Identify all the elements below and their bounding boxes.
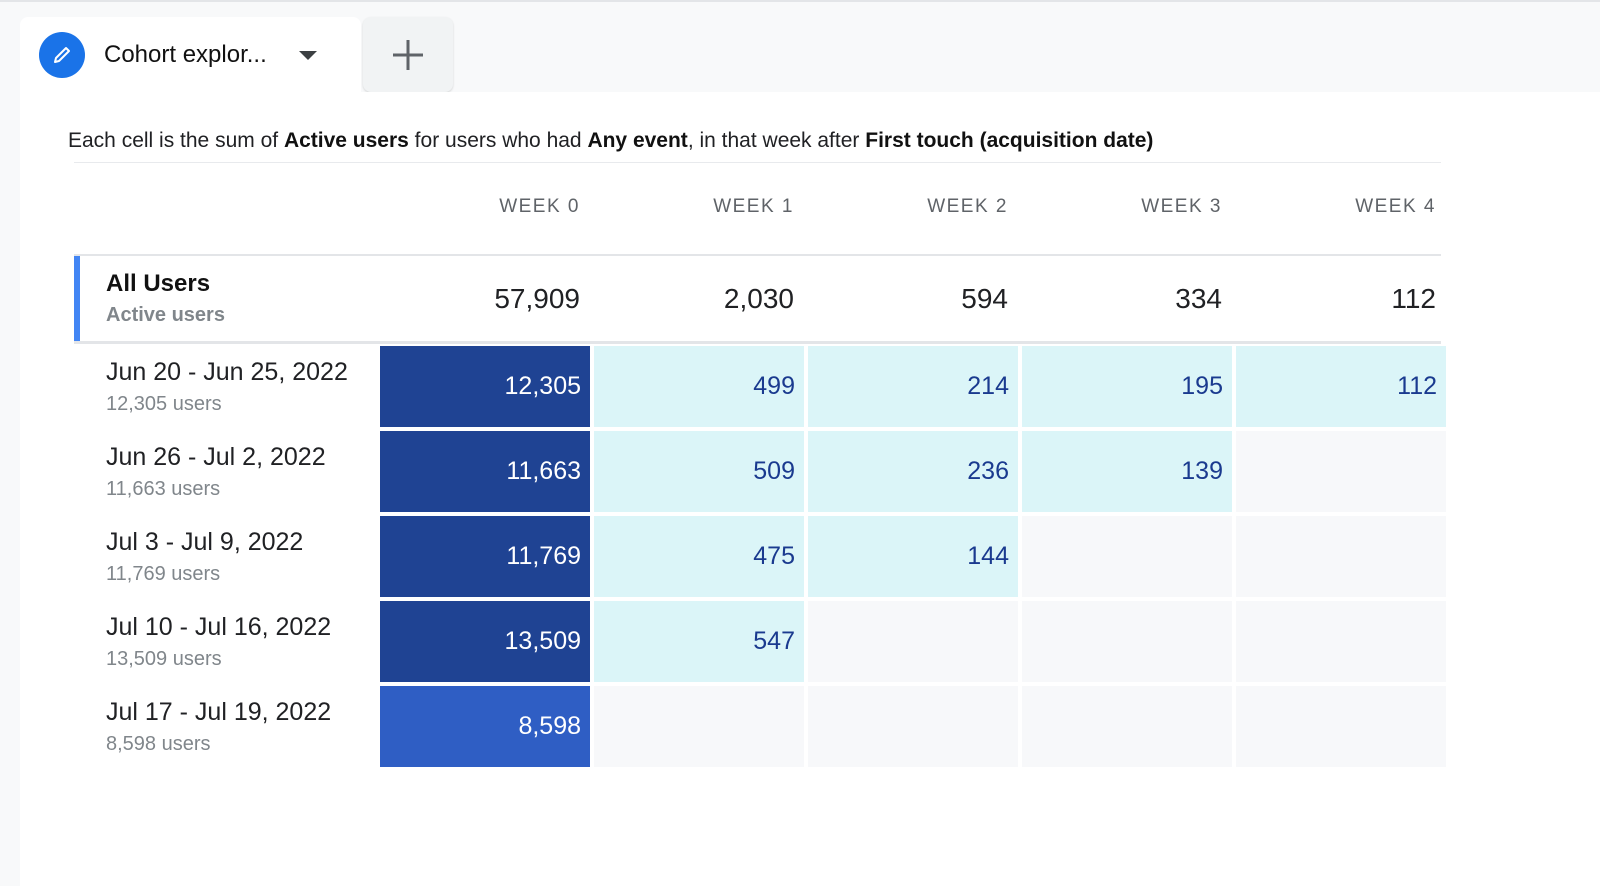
- column-header: WEEK 0: [499, 196, 580, 217]
- cohort-cell[interactable]: 13,509: [380, 601, 590, 682]
- cohort-label: Jun 20 - Jun 25, 2022 12,305 users: [74, 346, 376, 427]
- column-header: WEEK 2: [927, 196, 1008, 217]
- total-value: 112: [1391, 282, 1436, 314]
- desc-metric: Active users: [283, 129, 409, 152]
- cohort-date-range: Jul 3 - Jul 9, 2022: [106, 528, 304, 556]
- cohort-cell[interactable]: 475: [594, 516, 804, 597]
- cohort-row: Jul 3 - Jul 9, 2022 11,769 users 11,769 47…: [74, 516, 1446, 597]
- cohort-row: Jul 10 - Jul 16, 2022 13,509 users 13,509…: [74, 601, 1446, 682]
- cohort-cell[interactable]: [1022, 601, 1232, 682]
- column-header: WEEK 3: [1141, 196, 1222, 217]
- desc-event: Any event: [587, 129, 688, 152]
- cohort-rows: Jun 20 - Jun 25, 2022 12,305 users 12,305…: [74, 346, 1446, 767]
- header-spacer: [74, 180, 376, 232]
- cohort-cell[interactable]: [594, 686, 804, 767]
- cohort-cell[interactable]: 547: [594, 601, 804, 682]
- cohort-cell[interactable]: 499: [594, 346, 804, 427]
- cohort-row: Jun 26 - Jul 2, 2022 11,663 users 11,663 5…: [74, 431, 1446, 512]
- cohort-label: Jun 26 - Jul 2, 2022 11,663 users: [74, 431, 376, 512]
- cohort-cell[interactable]: 12,305: [380, 346, 590, 427]
- cohort-user-count: 12,305 users: [106, 393, 222, 415]
- description: Each cell is the sum of Active users for…: [68, 129, 1153, 153]
- add-tab-button[interactable]: [363, 17, 453, 92]
- cohort-cell[interactable]: [808, 601, 1018, 682]
- segment-accent-bar: [74, 256, 80, 341]
- cohort-cell[interactable]: 11,663: [380, 431, 590, 512]
- column-header: WEEK 1: [713, 196, 794, 217]
- tab-cohort-exploration[interactable]: Cohort explor...: [20, 17, 361, 93]
- cohort-user-count: 8,598 users: [106, 733, 211, 755]
- segment-name: All Users: [106, 270, 211, 297]
- cohort-cell[interactable]: [1022, 686, 1232, 767]
- tab-title: Cohort explor...: [104, 41, 267, 68]
- cohort-cell[interactable]: 236: [808, 431, 1018, 512]
- cohort-cell[interactable]: 509: [594, 431, 804, 512]
- totals-row: All Users Active users 57,909 2,030 594 …: [74, 254, 1441, 344]
- total-value: 57,909: [494, 282, 580, 314]
- cohort-date-range: Jun 20 - Jun 25, 2022: [106, 358, 348, 386]
- cohort-cell[interactable]: [808, 686, 1018, 767]
- cohort-table: WEEK 0 WEEK 1 WEEK 2 WEEK 3 WEEK 4 All U…: [74, 180, 1446, 771]
- cohort-user-count: 11,769 users: [106, 563, 221, 585]
- chevron-down-icon[interactable]: [298, 50, 317, 60]
- top-border: [0, 0, 1600, 2]
- metric-name: Active users: [106, 304, 225, 326]
- cohort-label: Jul 10 - Jul 16, 2022 13,509 users: [74, 601, 376, 682]
- cohort-date-range: Jul 10 - Jul 16, 2022: [106, 613, 332, 641]
- total-value: 594: [961, 282, 1008, 314]
- cohort-label: Jul 17 - Jul 19, 2022 8,598 users: [74, 686, 376, 767]
- pencil-icon[interactable]: [39, 32, 85, 78]
- total-value: 334: [1175, 282, 1222, 314]
- cohort-row: Jun 20 - Jun 25, 2022 12,305 users 12,305…: [74, 346, 1446, 427]
- cohort-cell[interactable]: 144: [808, 516, 1018, 597]
- total-value: 2,030: [723, 282, 794, 314]
- cohort-cell[interactable]: 11,769: [380, 516, 590, 597]
- cohort-date-range: Jun 26 - Jul 2, 2022: [106, 443, 326, 471]
- cohort-cell[interactable]: 139: [1022, 431, 1232, 512]
- cohort-cell[interactable]: [1236, 431, 1446, 512]
- cohort-cell[interactable]: [1022, 516, 1232, 597]
- cohort-cell[interactable]: [1236, 601, 1446, 682]
- cohort-cell[interactable]: 8,598: [380, 686, 590, 767]
- column-header: WEEK 4: [1355, 196, 1436, 217]
- cohort-cell[interactable]: 195: [1022, 346, 1232, 427]
- desc-text: Each cell is the sum of: [68, 129, 284, 152]
- cohort-cell[interactable]: [1236, 516, 1446, 597]
- divider: [74, 162, 1441, 163]
- cohort-cell[interactable]: 112: [1236, 346, 1446, 427]
- cohort-label: Jul 3 - Jul 9, 2022 11,769 users: [74, 516, 376, 597]
- cohort-cell[interactable]: [1236, 686, 1446, 767]
- desc-text: for users who had: [408, 129, 588, 152]
- cohort-row: Jul 17 - Jul 19, 2022 8,598 users 8,598: [74, 686, 1446, 767]
- plus-icon: [393, 39, 423, 70]
- desc-inclusion: First touch (acquisition date): [865, 129, 1154, 152]
- desc-text: , in that week after: [687, 129, 866, 152]
- header-row: WEEK 0 WEEK 1 WEEK 2 WEEK 3 WEEK 4: [74, 180, 1441, 232]
- cohort-date-range: Jul 17 - Jul 19, 2022: [106, 698, 332, 726]
- cohort-user-count: 13,509 users: [106, 648, 222, 670]
- cohort-user-count: 11,663 users: [106, 478, 221, 500]
- cohort-cell[interactable]: 214: [808, 346, 1018, 427]
